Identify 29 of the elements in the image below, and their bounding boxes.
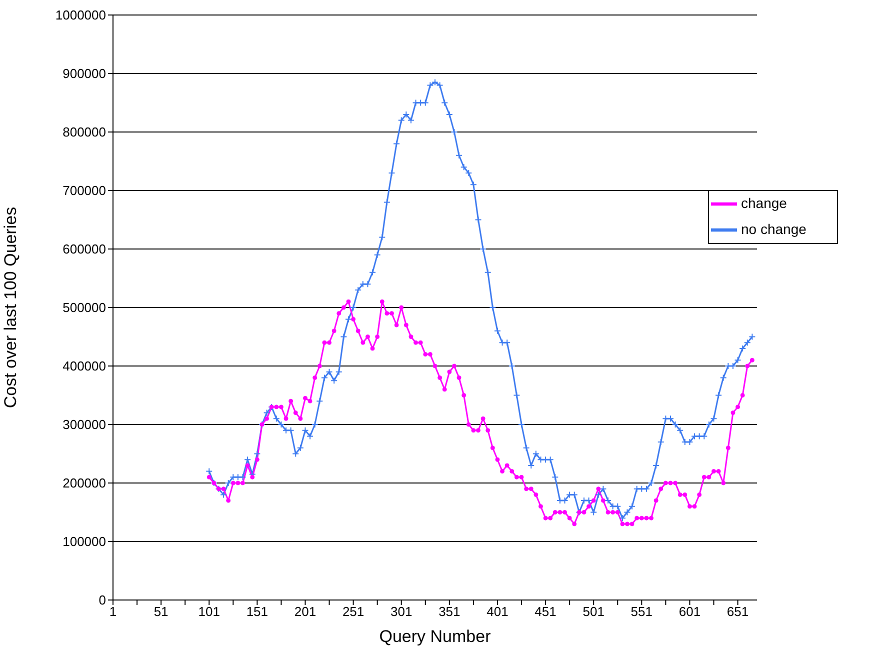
y-tick-label: 400000 bbox=[62, 358, 106, 374]
x-tick-label: 651 bbox=[726, 604, 749, 620]
x-tick-label: 301 bbox=[390, 604, 412, 620]
y-tick-label: 300000 bbox=[62, 417, 106, 432]
y-tick-label: 700000 bbox=[62, 183, 106, 198]
x-tick-label: 51 bbox=[154, 604, 168, 620]
x-tick-label: 451 bbox=[534, 604, 556, 620]
y-tick-label: 0 bbox=[98, 592, 106, 608]
x-tick-label: 1 bbox=[109, 604, 117, 620]
x-tick-label: 551 bbox=[630, 604, 653, 620]
x-tick-label: 151 bbox=[246, 604, 268, 620]
legend-label: no change bbox=[741, 221, 806, 238]
x-axis-title: Query Number bbox=[379, 627, 492, 646]
x-tick-label: 401 bbox=[486, 604, 508, 620]
y-tick-label: 1000000 bbox=[55, 8, 106, 23]
x-tick-label: 351 bbox=[438, 604, 460, 620]
x-tick-label: 501 bbox=[582, 604, 604, 620]
x-tick-label: 201 bbox=[294, 604, 316, 620]
y-tick-label: 500000 bbox=[62, 300, 106, 316]
y-axis-title: Cost over last 100 Queries bbox=[1, 206, 20, 408]
x-tick-label: 251 bbox=[342, 604, 364, 620]
x-tick-label: 101 bbox=[198, 604, 220, 620]
legend-label: change bbox=[741, 195, 787, 212]
y-tick-label: 200000 bbox=[62, 476, 106, 491]
y-tick-label: 100000 bbox=[62, 534, 106, 550]
y-tick-label: 600000 bbox=[62, 242, 106, 257]
y-tick-label: 900000 bbox=[62, 66, 106, 82]
y-tick-label: 800000 bbox=[62, 124, 106, 140]
x-tick-label: 601 bbox=[678, 604, 701, 620]
